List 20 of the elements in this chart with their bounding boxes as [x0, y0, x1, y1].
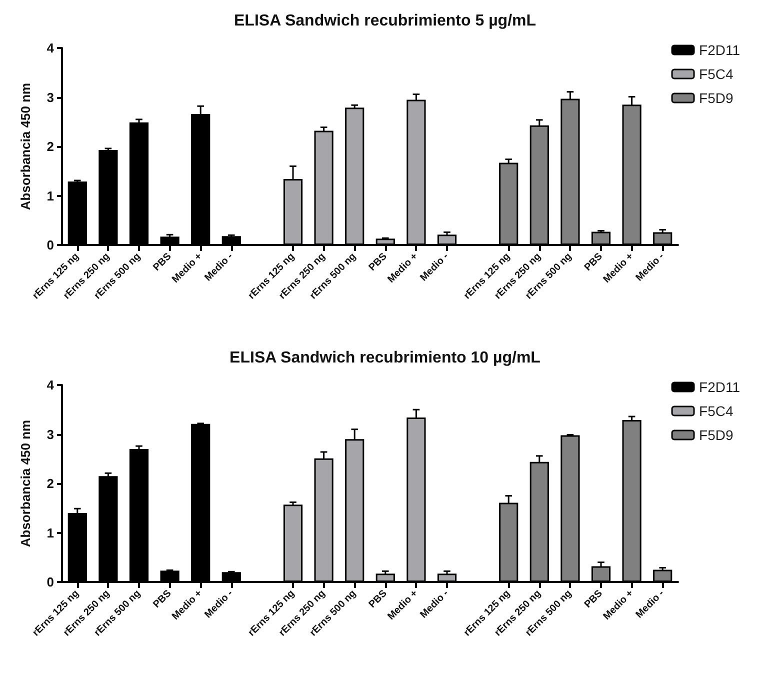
legend-label: F2D11 [699, 379, 740, 395]
legend-label: F5D9 [699, 90, 734, 106]
y-tick-label: 2 [46, 476, 54, 491]
chart-title: ELISA Sandwich recubrimiento 5 µg/mL [234, 12, 536, 30]
y-axis-title: Absorbancia 450 nm [18, 420, 33, 548]
y-tick-label: 2 [46, 139, 54, 154]
y-tick-label: 4 [46, 40, 55, 56]
y-tick-label: 0 [46, 574, 54, 590]
y-tick-label: 3 [46, 90, 54, 105]
y-tick-label: 1 [46, 525, 54, 540]
legend-label: F5C4 [699, 403, 734, 419]
legend-label: F5D9 [699, 427, 734, 443]
y-tick-label: 4 [46, 378, 55, 392]
y-axis-title: Absorbancia 450 nm [18, 82, 33, 210]
chart-title: ELISA Sandwich recubrimiento 10 µg/mL [230, 350, 541, 366]
y-tick-label: 1 [46, 188, 54, 204]
y-tick-label: 0 [46, 238, 54, 252]
legend-label: F5C4 [699, 66, 734, 82]
legend-label: F2D11 [699, 42, 740, 58]
y-tick-label: 3 [46, 426, 54, 442]
